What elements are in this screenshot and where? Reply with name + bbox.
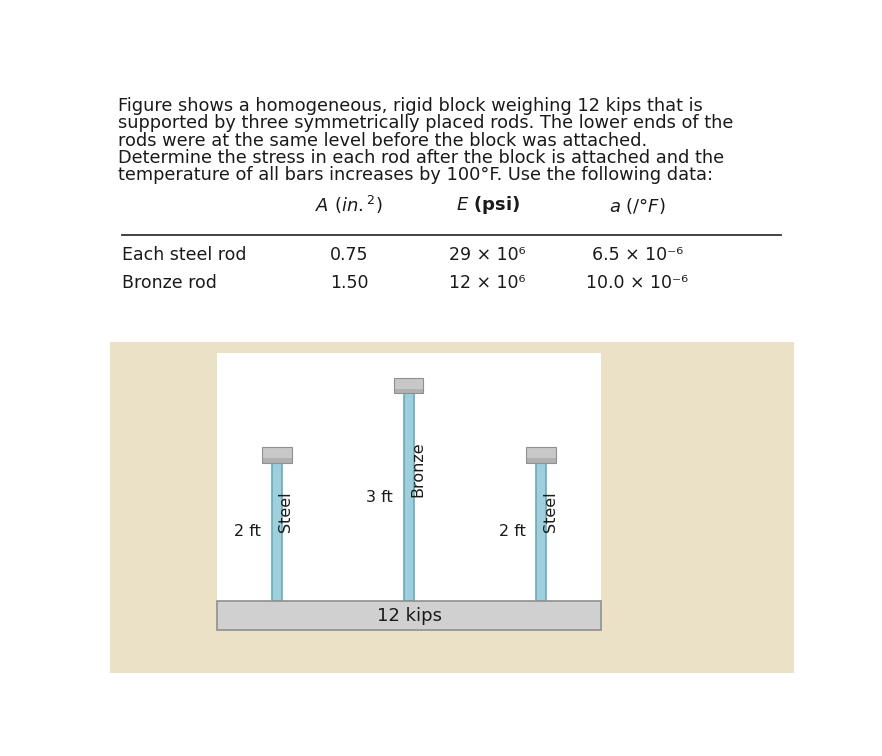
Text: 3 ft: 3 ft: [366, 490, 393, 505]
Bar: [527, 458, 556, 463]
Bar: [394, 378, 423, 393]
Text: rods were at the same level before the block was attached.: rods were at the same level before the b…: [118, 132, 647, 150]
Text: 2 ft: 2 ft: [235, 525, 261, 540]
Text: Determine the stress in each rod after the block is attached and the: Determine the stress in each rod after t…: [118, 149, 724, 167]
Bar: [262, 458, 292, 463]
Text: Steel: Steel: [279, 491, 294, 532]
Bar: [272, 463, 282, 601]
Text: 0.75: 0.75: [330, 246, 368, 264]
Text: Bronze rod: Bronze rod: [122, 274, 217, 293]
Bar: [536, 463, 546, 601]
Text: 12 kips: 12 kips: [377, 607, 442, 625]
Text: Bronze: Bronze: [410, 442, 425, 497]
Text: 1.50: 1.50: [330, 274, 368, 293]
Text: 6.5 × 10⁻⁶: 6.5 × 10⁻⁶: [592, 246, 683, 264]
Text: 29 × 10⁶: 29 × 10⁶: [450, 246, 526, 264]
Text: Each steel rod: Each steel rod: [122, 246, 246, 264]
Bar: [217, 601, 601, 631]
Text: $E\ \mathbf{(psi)}$: $E\ \mathbf{(psi)}$: [456, 194, 519, 216]
Text: 2 ft: 2 ft: [499, 525, 526, 540]
Bar: [217, 353, 601, 631]
Text: temperature of all bars increases by 100°F. Use the following data:: temperature of all bars increases by 100…: [118, 166, 714, 184]
Bar: [527, 448, 556, 463]
Text: 10.0 × 10⁻⁶: 10.0 × 10⁻⁶: [587, 274, 688, 293]
Text: Steel: Steel: [542, 491, 557, 532]
Bar: [110, 342, 794, 673]
Text: Figure shows a homogeneous, rigid block weighing 12 kips that is: Figure shows a homogeneous, rigid block …: [118, 97, 703, 115]
Text: $a\ \mathit{(/°F)}$: $a\ \mathit{(/°F)}$: [609, 197, 666, 216]
Bar: [394, 389, 423, 393]
Text: $A\ \mathit{(in.^{2})}$: $A\ \mathit{(in.^{2})}$: [315, 194, 383, 216]
Bar: [262, 448, 292, 463]
Text: 12 × 10⁶: 12 × 10⁶: [450, 274, 526, 293]
Text: supported by three symmetrically placed rods. The lower ends of the: supported by three symmetrically placed …: [118, 114, 733, 132]
Bar: [404, 393, 414, 601]
